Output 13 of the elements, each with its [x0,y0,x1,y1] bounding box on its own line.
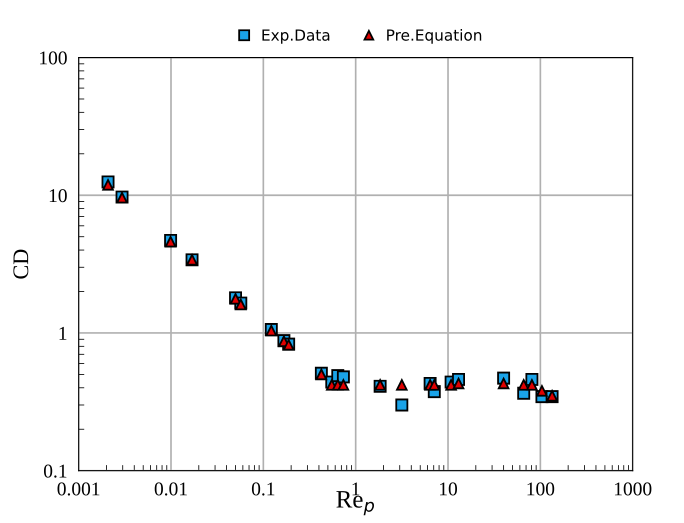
y-tick-label: 10 [50,189,67,202]
y-tick-label: 1 [60,326,66,340]
x-tick-label: 1000 [614,482,652,496]
legend-label: Pre.Equation [387,28,482,44]
y-tick-label: 100 [40,51,67,64]
x-tick-label: 0.001 [58,482,100,496]
y-axis-title: CD [13,250,28,279]
y-tick-label: 0.1 [44,464,66,478]
x-tick-label: 0.1 [252,482,274,496]
x-tick-label: 0.01 [154,482,187,496]
x-tick-label: 10 [440,482,457,496]
legend-label: Exp.Data [262,29,330,44]
x-tick-label: 100 [527,482,554,496]
